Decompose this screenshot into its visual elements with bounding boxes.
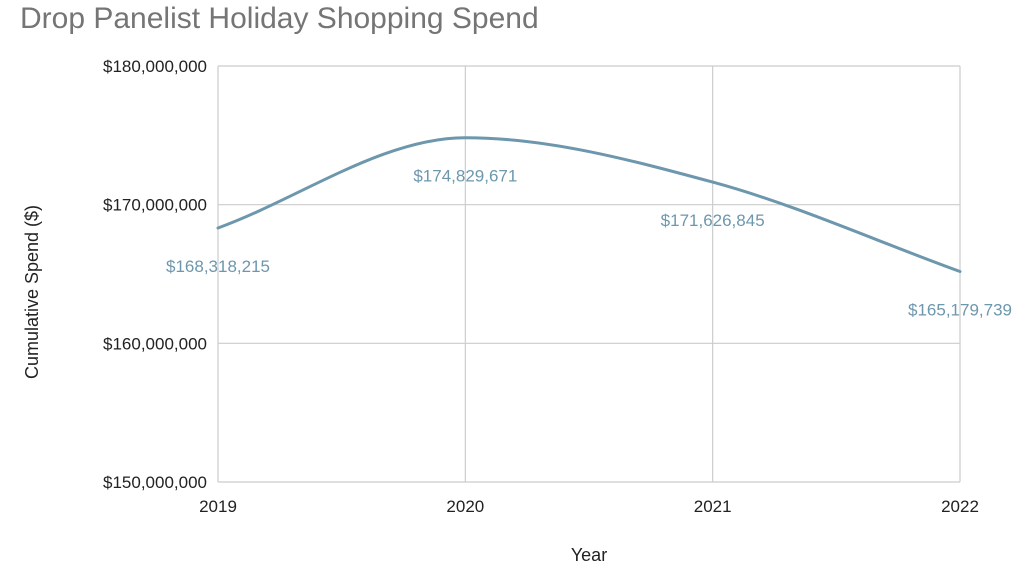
data-label: $168,318,215 <box>166 257 270 276</box>
y-tick-label: $160,000,000 <box>103 334 207 353</box>
series-line <box>216 136 962 274</box>
x-axis-title: Year <box>571 545 607 565</box>
x-tick-label: 2021 <box>694 497 732 516</box>
y-axis-ticks: $150,000,000 $160,000,000 $170,000,000 $180… <box>103 57 207 492</box>
data-label: $174,829,671 <box>413 167 517 186</box>
chart-title: Drop Panelist Holiday Shopping Spend <box>20 2 539 35</box>
series-layer <box>216 136 962 274</box>
x-tick-label: 2020 <box>446 497 484 516</box>
x-tick-label: 2019 <box>199 497 237 516</box>
y-tick-label: $150,000,000 <box>103 473 207 492</box>
data-label: $165,179,739 <box>908 301 1012 320</box>
x-axis-ticks: 2019 2020 2021 2022 <box>199 497 979 516</box>
y-axis-title: Cumulative Spend ($) <box>22 205 42 379</box>
x-tick-label: 2022 <box>941 497 979 516</box>
y-tick-label: $180,000,000 <box>103 57 207 76</box>
grid-lines <box>217 65 961 483</box>
data-label: $171,626,845 <box>661 211 765 230</box>
y-tick-label: $170,000,000 <box>103 196 207 215</box>
data-labels: $168,318,215 $174,829,671 $171,626,845 $165… <box>166 167 1012 320</box>
